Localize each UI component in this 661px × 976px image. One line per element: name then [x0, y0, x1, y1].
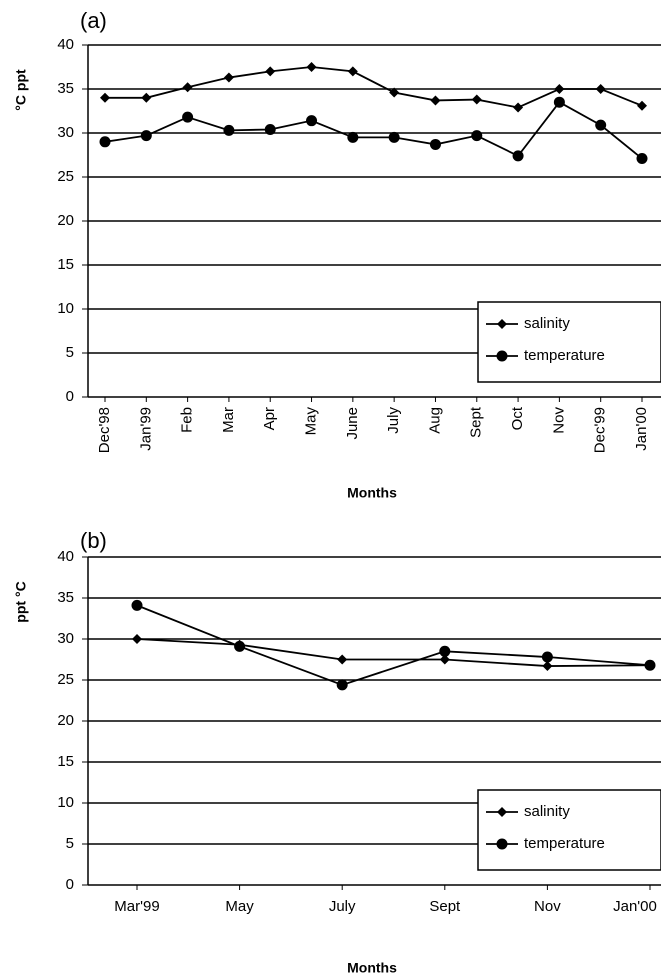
legend-label: temperature — [524, 347, 605, 364]
marker-diamond — [141, 93, 151, 103]
marker-circle — [471, 130, 482, 141]
y-tick-label: 15 — [57, 753, 74, 770]
x-tick-label: Aug — [426, 407, 443, 434]
y-tick-label: 30 — [57, 630, 74, 647]
marker-circle — [389, 132, 400, 143]
marker-diamond — [472, 95, 482, 105]
x-tick-label: Oct — [509, 406, 526, 430]
marker-circle — [234, 641, 245, 652]
legend-label: salinity — [524, 803, 570, 820]
marker-diamond — [337, 655, 347, 665]
marker-circle — [265, 124, 276, 135]
legend-label: salinity — [524, 315, 570, 332]
x-tick-label: Jan'00 — [633, 407, 650, 451]
x-tick-label: July — [385, 407, 402, 434]
x-tick-label: Dec'99 — [592, 407, 609, 453]
x-tick-label: Nov — [550, 407, 567, 434]
y-tick-label: 25 — [57, 168, 74, 185]
y-tick-label: 0 — [66, 388, 74, 405]
marker-circle — [347, 132, 358, 143]
x-tick-label: Mar'99 — [114, 898, 159, 915]
x-tick-label: Sept — [468, 406, 485, 438]
panel-label: (a) — [80, 8, 107, 33]
series-line — [137, 639, 650, 666]
marker-diamond — [265, 66, 275, 76]
marker-circle — [554, 97, 565, 108]
x-tick-label: June — [344, 407, 361, 440]
page: (a) °C ppt 0 5 10 15 20 25 30 35 40 Dec'98 Jan'99 Feb… — [0, 0, 661, 976]
legend-label: temperature — [524, 835, 605, 852]
x-tick-label: Mar — [220, 407, 237, 433]
marker-circle — [141, 130, 152, 141]
x-tick-label: Apr — [261, 407, 278, 430]
series-line — [137, 605, 650, 685]
y-tick-label: 15 — [57, 256, 74, 273]
x-axis-label: Months — [347, 485, 397, 501]
y-axis-label: ppt °C — [13, 581, 29, 622]
x-axis-label: Months — [347, 960, 397, 976]
marker-circle — [132, 600, 143, 611]
figure: (a) °C ppt 0 5 10 15 20 25 30 35 40 Dec'98 Jan'99 Feb… — [0, 0, 661, 976]
x-tick-label: July — [329, 898, 356, 915]
y-tick-label: 10 — [57, 794, 74, 811]
marker-diamond — [307, 62, 317, 72]
y-tick-label: 25 — [57, 671, 74, 688]
marker-diamond — [542, 661, 552, 671]
x-tick-label: Nov — [534, 898, 561, 915]
marker-diamond — [637, 101, 647, 111]
y-tick-label: 40 — [57, 36, 74, 53]
x-tick-label: May — [225, 898, 254, 915]
marker-circle — [645, 660, 656, 671]
x-tick-label: Jan'00 — [613, 898, 657, 915]
marker-circle — [542, 652, 553, 663]
legend-marker — [497, 351, 508, 362]
y-tick-label: 20 — [57, 212, 74, 229]
y-axis-label: °C ppt — [13, 69, 29, 111]
marker-diamond — [430, 95, 440, 105]
x-tick-label: May — [303, 407, 320, 436]
marker-diamond — [554, 84, 564, 94]
y-tick-label: 20 — [57, 712, 74, 729]
y-tick-label: 40 — [57, 548, 74, 565]
x-tick-label: Feb — [179, 407, 196, 433]
marker-circle — [637, 153, 648, 164]
y-tick-label: 10 — [57, 300, 74, 317]
marker-circle — [430, 139, 441, 150]
marker-diamond — [183, 82, 193, 92]
y-tick-label: 0 — [66, 876, 74, 893]
marker-circle — [306, 115, 317, 126]
marker-circle — [595, 120, 606, 131]
marker-diamond — [513, 102, 523, 112]
y-tick-label: 5 — [66, 835, 74, 852]
marker-circle — [100, 136, 111, 147]
marker-circle — [337, 679, 348, 690]
marker-diamond — [132, 634, 142, 644]
marker-circle — [223, 125, 234, 136]
marker-diamond — [348, 66, 358, 76]
panel-label: (b) — [80, 528, 107, 553]
marker-diamond — [596, 84, 606, 94]
legend-marker — [497, 839, 508, 850]
x-tick-label: Jan'99 — [137, 407, 154, 451]
y-tick-label: 5 — [66, 344, 74, 361]
marker-diamond — [224, 73, 234, 83]
marker-circle — [439, 646, 450, 657]
marker-circle — [182, 112, 193, 123]
y-tick-label: 35 — [57, 589, 74, 606]
x-tick-label: Dec'98 — [96, 407, 113, 453]
series-line — [105, 102, 642, 158]
x-tick-label: Sept — [429, 898, 461, 915]
marker-circle — [513, 150, 524, 161]
marker-diamond — [100, 93, 110, 103]
y-tick-label: 35 — [57, 80, 74, 97]
y-tick-label: 30 — [57, 124, 74, 141]
